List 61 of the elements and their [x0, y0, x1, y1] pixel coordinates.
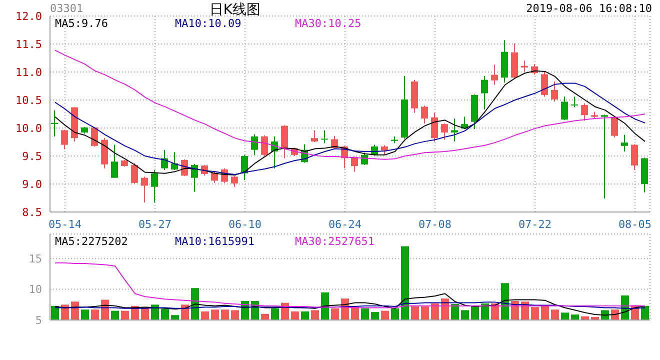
- candlestick: [491, 64, 498, 86]
- text: MA10:1615991: [175, 235, 256, 248]
- candlestick: [61, 129, 68, 150]
- y-tick-label: 10.5: [16, 94, 42, 107]
- y-tick-label: 9.0: [22, 178, 42, 191]
- candlestick: [421, 105, 428, 124]
- x-tick-label: 07-22: [518, 218, 552, 231]
- y-tick-label: 10.0: [16, 122, 42, 135]
- candlestick: [131, 162, 138, 184]
- candlestick: [311, 130, 318, 142]
- candlestick: [141, 176, 148, 203]
- x-tick-label: 08-05: [618, 218, 652, 231]
- y-tick-label: 8.5: [22, 206, 42, 219]
- x-tick-label: 06-10: [228, 218, 262, 231]
- text: MA10:10.09: [175, 17, 242, 30]
- candlestick: [541, 70, 548, 98]
- y-tick-label: 11.0: [16, 66, 42, 79]
- candlestick: [431, 112, 438, 142]
- candlestick: [451, 118, 458, 142]
- text: MA30:10.25: [295, 17, 362, 30]
- candlestick: [251, 134, 258, 156]
- line-series: [54, 262, 646, 308]
- x-tick-label: 05-14: [48, 218, 82, 231]
- line-series: [54, 293, 646, 316]
- candlestick: [551, 81, 558, 102]
- y-tick-label: 12.0: [16, 10, 42, 23]
- text: 2019-08-06 16:08:10: [526, 2, 652, 15]
- x-tick-label: 06-24: [328, 218, 362, 231]
- y-tick-label: 15: [28, 252, 42, 266]
- text: 03301: [50, 2, 84, 15]
- candlestick: [571, 96, 578, 108]
- candlestick: [151, 170, 158, 203]
- candlestick: [281, 124, 288, 159]
- candlestick: [161, 149, 168, 170]
- y-tick-label: 5: [35, 314, 42, 327]
- candlestick: [561, 96, 568, 121]
- text: MA5:9.76: [55, 17, 109, 30]
- text: MA30:2527651: [295, 235, 376, 248]
- y-tick-label: 9.5: [22, 150, 42, 163]
- candlestick: [611, 116, 618, 138]
- x-tick-label: 07-08: [418, 218, 452, 231]
- text: MA5:2275202: [55, 235, 129, 248]
- chart-title: 日K线图: [209, 2, 261, 18]
- line-series: [54, 302, 646, 309]
- candlestick: [111, 144, 118, 178]
- candlestick: [261, 134, 268, 156]
- candlestick: [191, 163, 198, 192]
- y-tick-label: 10: [28, 283, 42, 296]
- candlestick: [441, 123, 448, 140]
- candlestick: [321, 130, 328, 144]
- y-tick-label: 11.5: [16, 38, 42, 51]
- candlestick: [231, 176, 238, 188]
- candlestick: [91, 126, 98, 147]
- candlestick: [631, 144, 638, 170]
- candlestick: [581, 102, 588, 122]
- candlestick: [621, 134, 628, 152]
- candlestick: [51, 110, 58, 137]
- x-tick-label: 05-27: [138, 218, 172, 231]
- candlestick: [481, 75, 488, 110]
- candlestick: [241, 154, 248, 181]
- candlestick: [601, 114, 608, 200]
